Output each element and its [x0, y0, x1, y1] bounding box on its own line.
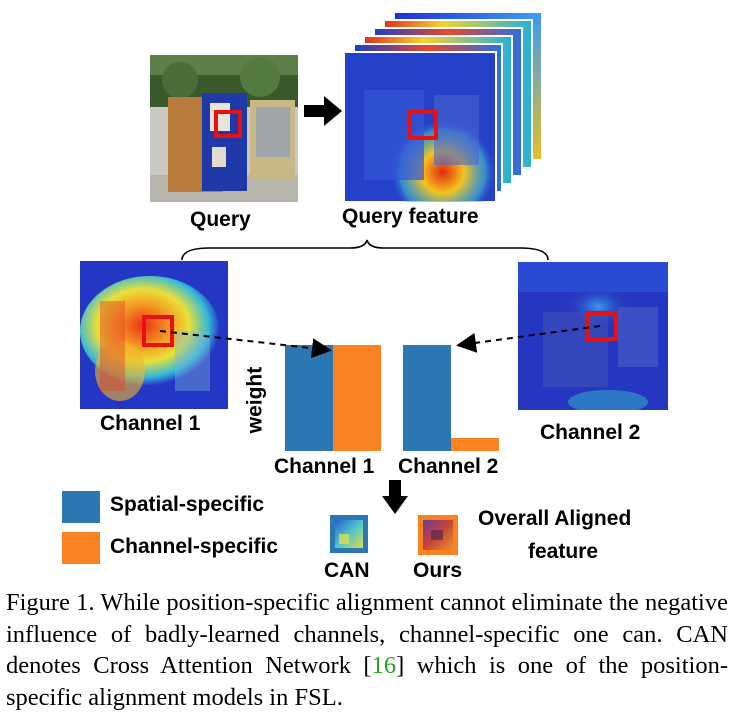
overall-aligned-label-line1: Overall Aligned [478, 507, 632, 530]
ours-label: Ours [413, 559, 463, 582]
figure-caption: Figure 1. While position-specific alignm… [6, 587, 728, 713]
legend-spatial-swatch [62, 491, 100, 523]
can-label: CAN [324, 559, 370, 582]
bar-category-channel1: Channel 1 [274, 455, 375, 478]
bar-channel1-channel [333, 345, 381, 451]
can-thumbnail [330, 515, 368, 553]
bar-channel2-spatial [403, 345, 451, 451]
arrow-down-icon [382, 480, 408, 514]
overall-aligned-label-line2: feature [528, 540, 599, 563]
caption-text-a: Figure 1. While position-specific alignm… [6, 589, 728, 679]
legend-spatial-label: Spatial-specific [110, 493, 265, 516]
feature-map-stack [343, 10, 544, 210]
caption-text-b: ] which is one of the position-specific … [6, 652, 728, 711]
bar-channel1-spatial [285, 345, 333, 451]
query-feature-label: Query feature [342, 205, 479, 228]
brace-connector [181, 239, 549, 261]
query-label: Query [190, 208, 251, 231]
channel2-heatmap [518, 262, 668, 410]
arrow-right-icon [304, 96, 342, 126]
channel1-highlight-box [142, 315, 174, 347]
channel2-highlight-box [586, 311, 618, 341]
feature-highlight-box [408, 110, 438, 140]
caption-reference-link[interactable]: 16 [371, 652, 397, 679]
bar-category-channel2: Channel 2 [398, 455, 499, 478]
channel1-label: Channel 1 [100, 412, 201, 435]
query-image [150, 55, 298, 202]
legend-channel-label: Channel-specific [110, 535, 279, 558]
ours-thumbnail [418, 515, 458, 555]
legend-channel-swatch [62, 532, 100, 564]
bar-channel2-channel [451, 438, 499, 451]
channel2-label: Channel 2 [540, 421, 641, 444]
bar-chart [285, 345, 505, 451]
query-highlight-box [214, 110, 242, 138]
channel1-heatmap [80, 261, 228, 409]
